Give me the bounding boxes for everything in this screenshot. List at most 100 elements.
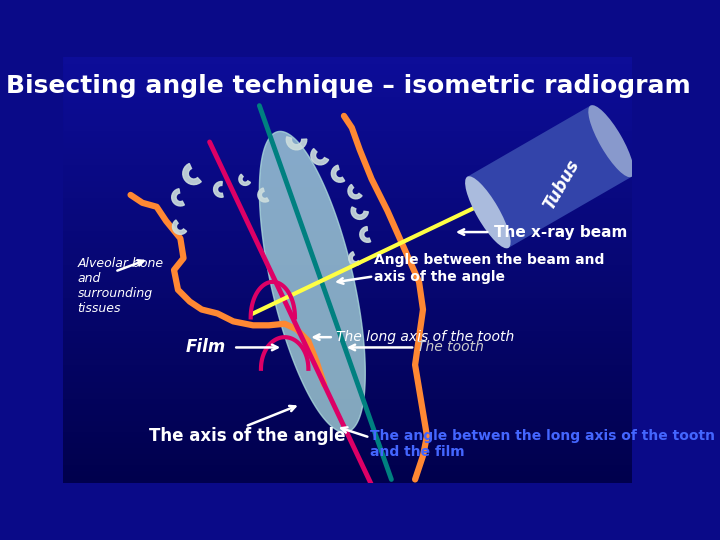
Bar bbox=[63, 231, 632, 232]
Bar bbox=[63, 252, 632, 253]
Bar bbox=[63, 347, 632, 348]
Bar bbox=[63, 301, 632, 302]
Bar bbox=[63, 428, 632, 429]
Bar bbox=[63, 65, 632, 66]
Bar bbox=[63, 302, 632, 303]
Bar bbox=[63, 266, 632, 267]
Bar bbox=[63, 117, 632, 118]
Bar bbox=[63, 398, 632, 399]
Bar bbox=[63, 70, 632, 71]
Bar bbox=[63, 75, 632, 76]
Bar bbox=[63, 396, 632, 397]
Bar bbox=[63, 133, 632, 134]
Bar bbox=[63, 400, 632, 401]
Bar bbox=[63, 107, 632, 108]
Bar bbox=[63, 312, 632, 313]
Bar bbox=[63, 184, 632, 185]
Bar bbox=[63, 340, 632, 341]
Text: Film: Film bbox=[186, 339, 226, 356]
Bar bbox=[63, 197, 632, 198]
Bar bbox=[63, 418, 632, 420]
Bar bbox=[63, 214, 632, 215]
Bar bbox=[63, 115, 632, 116]
Bar bbox=[63, 92, 632, 93]
Bar bbox=[63, 380, 632, 381]
Bar bbox=[63, 392, 632, 393]
Polygon shape bbox=[331, 165, 345, 182]
Bar bbox=[63, 67, 632, 68]
Bar bbox=[63, 334, 632, 335]
Polygon shape bbox=[348, 252, 361, 265]
Bar bbox=[63, 473, 632, 474]
Bar bbox=[63, 389, 632, 390]
Bar bbox=[63, 374, 632, 375]
Bar bbox=[63, 219, 632, 220]
Bar bbox=[63, 126, 632, 127]
Bar bbox=[63, 449, 632, 450]
Bar bbox=[63, 178, 632, 179]
Bar bbox=[63, 100, 632, 101]
Bar bbox=[63, 384, 632, 386]
Bar bbox=[63, 71, 632, 72]
Bar bbox=[63, 425, 632, 426]
Bar bbox=[63, 288, 632, 289]
Bar bbox=[63, 309, 632, 310]
Bar bbox=[63, 204, 632, 205]
Bar bbox=[63, 186, 632, 187]
Bar bbox=[63, 377, 632, 379]
Bar bbox=[63, 258, 632, 259]
Polygon shape bbox=[171, 188, 184, 206]
Bar bbox=[63, 297, 632, 298]
Bar bbox=[63, 88, 632, 89]
Bar bbox=[63, 452, 632, 453]
Bar bbox=[63, 242, 632, 243]
Bar bbox=[63, 247, 632, 248]
Bar bbox=[63, 134, 632, 135]
Bar bbox=[63, 280, 632, 281]
Text: Alveolar bone
and
surrounding
tissues: Alveolar bone and surrounding tissues bbox=[78, 257, 163, 315]
Bar bbox=[63, 284, 632, 285]
Bar bbox=[63, 137, 632, 138]
Bar bbox=[63, 356, 632, 357]
Text: Tubus: Tubus bbox=[540, 157, 582, 213]
Bar bbox=[63, 76, 632, 77]
Bar bbox=[63, 80, 632, 81]
Bar bbox=[63, 423, 632, 424]
Bar bbox=[63, 361, 632, 362]
Bar bbox=[63, 205, 632, 206]
Bar bbox=[63, 456, 632, 457]
Bar bbox=[63, 401, 632, 402]
Bar bbox=[63, 213, 632, 214]
Bar bbox=[63, 346, 632, 347]
Bar bbox=[63, 148, 632, 149]
Bar bbox=[63, 406, 632, 407]
Bar bbox=[63, 360, 632, 361]
Bar bbox=[63, 292, 632, 293]
Bar bbox=[63, 441, 632, 442]
Bar bbox=[63, 114, 632, 115]
Bar bbox=[63, 447, 632, 448]
Bar bbox=[63, 365, 632, 366]
Bar bbox=[63, 191, 632, 192]
Bar bbox=[63, 273, 632, 274]
Bar bbox=[63, 175, 632, 176]
Polygon shape bbox=[311, 148, 329, 165]
Bar bbox=[63, 407, 632, 408]
Bar bbox=[63, 187, 632, 188]
Bar bbox=[63, 363, 632, 364]
Polygon shape bbox=[259, 131, 365, 433]
Bar bbox=[63, 422, 632, 423]
Bar bbox=[63, 225, 632, 226]
Bar bbox=[63, 233, 632, 234]
Bar bbox=[63, 464, 632, 465]
Bar bbox=[63, 411, 632, 412]
Bar bbox=[63, 338, 632, 339]
Bar bbox=[63, 193, 632, 194]
Bar bbox=[63, 462, 632, 463]
Bar bbox=[63, 277, 632, 278]
Bar bbox=[63, 429, 632, 430]
Bar bbox=[63, 179, 632, 180]
Bar bbox=[63, 278, 632, 279]
Bar bbox=[63, 468, 632, 469]
Bar bbox=[63, 410, 632, 411]
